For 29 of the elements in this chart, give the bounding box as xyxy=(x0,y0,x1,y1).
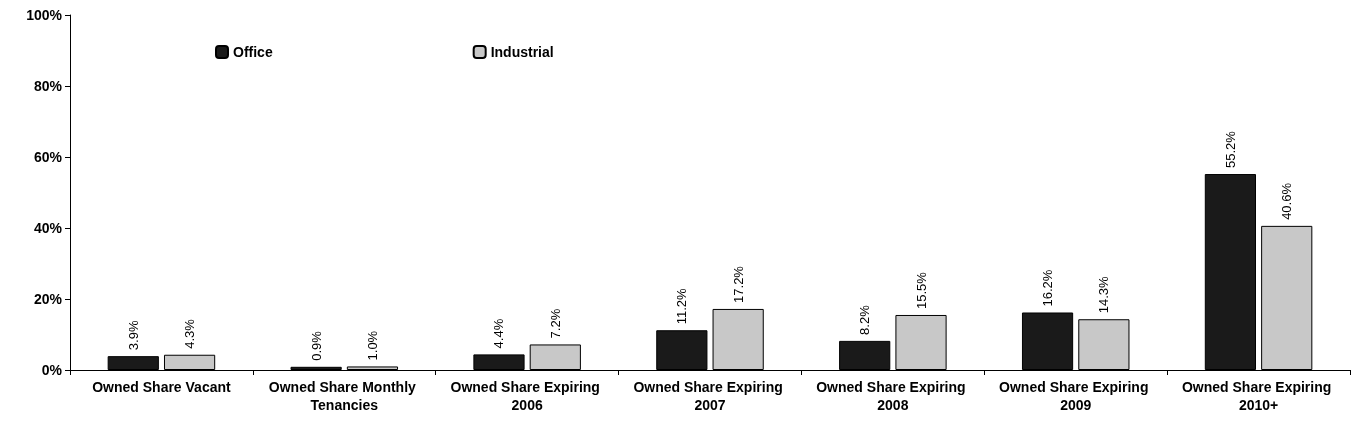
data-label: 1.0% xyxy=(364,330,380,361)
data-label: 14.3% xyxy=(1096,275,1112,314)
data-label: 3.9% xyxy=(125,320,141,351)
x-tick-label: Owned Share Expiring 2006 xyxy=(450,379,604,413)
y-tick-label: 40% xyxy=(33,220,63,236)
x-tick-label: Owned Share Expiring 2008 xyxy=(816,379,970,413)
data-label: 4.3% xyxy=(182,318,198,349)
x-tick-label: Owned Share Expiring 2009 xyxy=(999,379,1153,413)
y-tick-label: 60% xyxy=(33,149,63,165)
y-tick-label: 100% xyxy=(26,7,63,23)
x-tick-label: Owned Share Expiring 2010+ xyxy=(1181,379,1336,413)
x-tick-label: Owned Share Monthly Tenancies xyxy=(268,379,420,413)
data-label: 0.9% xyxy=(308,330,324,361)
y-tick-label: 0% xyxy=(41,362,63,378)
y-tick-label: 20% xyxy=(33,291,63,307)
data-label: 11.2% xyxy=(674,287,690,325)
x-tick-label: Owned Share Expiring 2007 xyxy=(633,379,787,413)
x-tick-label: Owned Share Vacant xyxy=(92,379,232,395)
legend-label: Industrial xyxy=(490,44,554,60)
data-label: 7.2% xyxy=(547,308,563,339)
data-label: 4.4% xyxy=(491,318,507,349)
data-label: 16.2% xyxy=(1040,269,1056,307)
data-label: 15.5% xyxy=(913,271,929,309)
data-label: 17.2% xyxy=(730,265,746,303)
y-tick-label: 80% xyxy=(33,78,63,94)
data-label: 40.6% xyxy=(1279,182,1295,220)
data-label: 8.2% xyxy=(857,304,873,335)
data-label: 55.2% xyxy=(1222,130,1238,169)
legend-label: Office xyxy=(233,44,273,60)
